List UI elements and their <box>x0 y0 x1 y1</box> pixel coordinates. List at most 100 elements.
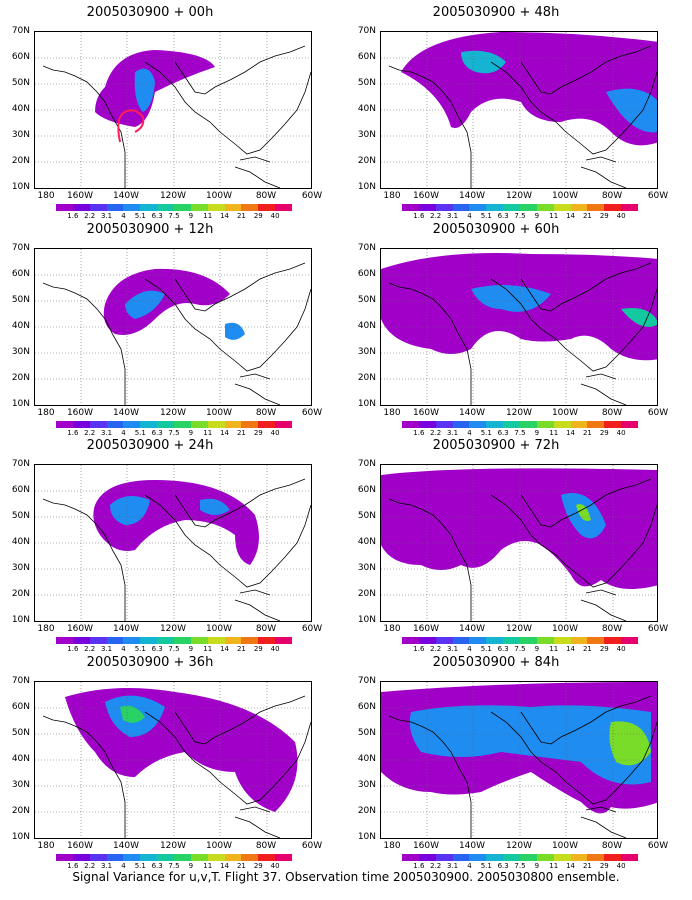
colorbar-label: 40 <box>616 212 626 220</box>
colorbar-swatch <box>452 637 470 644</box>
colorbar-label: 9 <box>188 645 194 653</box>
longitude-label: 60W <box>647 624 669 634</box>
colorbar-label: 2.2 <box>430 645 442 653</box>
latitude-label: 60N <box>357 485 376 495</box>
colorbar-label: 5.1 <box>480 645 492 653</box>
colorbar-label: 1.6 <box>67 212 79 220</box>
colorbar-label: 29 <box>253 645 263 653</box>
colorbar-swatch <box>553 204 571 211</box>
variance-contour <box>609 721 651 766</box>
colorbar-label: 14 <box>566 429 576 437</box>
colorbar-label: 5.1 <box>134 645 146 653</box>
map-panel: 2005030900 + 24h 70N 60N 50N 40N 30N 20N 10N 180… <box>0 438 322 653</box>
latitude-label: 70N <box>11 676 30 686</box>
latitude-label: 60N <box>11 269 30 279</box>
colorbar-label: 6.3 <box>151 212 163 220</box>
colorbar <box>56 204 293 214</box>
colorbar-swatch <box>452 421 470 428</box>
colorbar-label: 7.5 <box>168 212 180 220</box>
colorbar-label: 3.1 <box>446 645 459 653</box>
longitude-label: 60W <box>301 191 323 201</box>
colorbar-swatch <box>418 204 436 211</box>
latitude-label: 40N <box>11 754 30 764</box>
latitude-label: 50N <box>357 511 376 521</box>
longitude-label: 180 <box>383 191 401 201</box>
latitude-label: 70N <box>11 459 30 469</box>
longitude-label: 120W <box>505 841 533 851</box>
latitude-label: 50N <box>357 295 376 305</box>
colorbar-label: 29 <box>253 862 263 870</box>
colorbar-label: 9 <box>534 645 540 653</box>
colorbar-label: 5.1 <box>134 429 146 437</box>
variance-contour <box>606 88 657 133</box>
colorbar-swatch <box>241 637 259 644</box>
longitude-label: 60W <box>647 191 669 201</box>
latitude-label: 40N <box>357 537 376 547</box>
colorbar-label: 21 <box>582 645 592 653</box>
colorbar-swatch <box>106 637 124 644</box>
variance-contour <box>381 468 657 589</box>
latitude-label: 60N <box>11 52 30 62</box>
colorbar-label: 6.3 <box>497 645 509 653</box>
colorbar-label: 2.2 <box>84 429 96 437</box>
colorbar-label: 29 <box>599 862 609 870</box>
longitude-label: 180 <box>383 408 401 418</box>
colorbar-swatch <box>224 854 242 861</box>
latitude-label: 10N <box>11 399 30 409</box>
colorbar-label: 4 <box>121 862 126 870</box>
colorbar <box>56 421 293 431</box>
colorbar-label: 7.5 <box>514 862 526 870</box>
colorbar-swatch <box>486 637 504 644</box>
longitude-label: 160W <box>412 624 440 634</box>
longitude-label: 180 <box>37 408 55 418</box>
variance-contour <box>103 268 230 335</box>
colorbar-swatch <box>190 204 208 211</box>
map-svg <box>381 682 657 838</box>
colorbar-label: 9 <box>188 862 194 870</box>
colorbar-swatch <box>621 637 639 644</box>
panel-title: 2005030900 + 48h <box>432 5 560 20</box>
colorbar-label: 14 <box>220 645 230 653</box>
colorbar-swatch <box>89 637 107 644</box>
colorbar-label: 4 <box>121 212 126 220</box>
colorbar-label: 7.5 <box>168 429 180 437</box>
colorbar-label: 4 <box>467 212 472 220</box>
colorbar-label: 14 <box>566 862 576 870</box>
panel-title: 2005030900 + 72h <box>432 438 560 453</box>
colorbar-swatch <box>72 854 90 861</box>
colorbar-swatch <box>241 421 259 428</box>
colorbar-swatch <box>418 854 436 861</box>
colorbar-label: 4 <box>467 429 472 437</box>
coastline <box>388 478 657 621</box>
longitude-label: 100W <box>551 841 579 851</box>
colorbar-label: 6.3 <box>497 429 509 437</box>
latitude-label: 10N <box>357 615 376 625</box>
longitude-label: 180 <box>37 191 55 201</box>
latitude-label: 40N <box>357 321 376 331</box>
longitude-label: 60W <box>301 841 323 851</box>
colorbar-swatch <box>486 854 504 861</box>
colorbar-label: 21 <box>582 862 592 870</box>
longitude-label: 140W <box>112 624 140 634</box>
colorbar-swatch <box>520 421 537 428</box>
colorbar-label: 1.6 <box>413 862 425 870</box>
latitude-label: 70N <box>11 26 30 36</box>
longitude-label: 120W <box>505 408 533 418</box>
latitude-label: 50N <box>11 511 30 521</box>
longitude-label: 120W <box>159 624 187 634</box>
longitude-label: 160W <box>66 841 94 851</box>
colorbar-label: 6.3 <box>151 429 163 437</box>
panel-title: 2005030900 + 12h <box>86 222 214 237</box>
colorbar-swatch <box>157 854 175 861</box>
longitude-label: 100W <box>551 191 579 201</box>
colorbar-swatch <box>486 421 504 428</box>
colorbar-label: 1.6 <box>413 212 425 220</box>
colorbar-label: 11 <box>203 429 213 437</box>
colorbar-label: 4 <box>467 862 472 870</box>
colorbar-swatch <box>503 854 521 861</box>
colorbar-label: 29 <box>599 429 609 437</box>
longitude-label: 100W <box>551 624 579 634</box>
colorbar-label: 1.6 <box>413 429 425 437</box>
colorbar-label: 6.3 <box>497 212 509 220</box>
colorbar-swatch <box>553 854 571 861</box>
